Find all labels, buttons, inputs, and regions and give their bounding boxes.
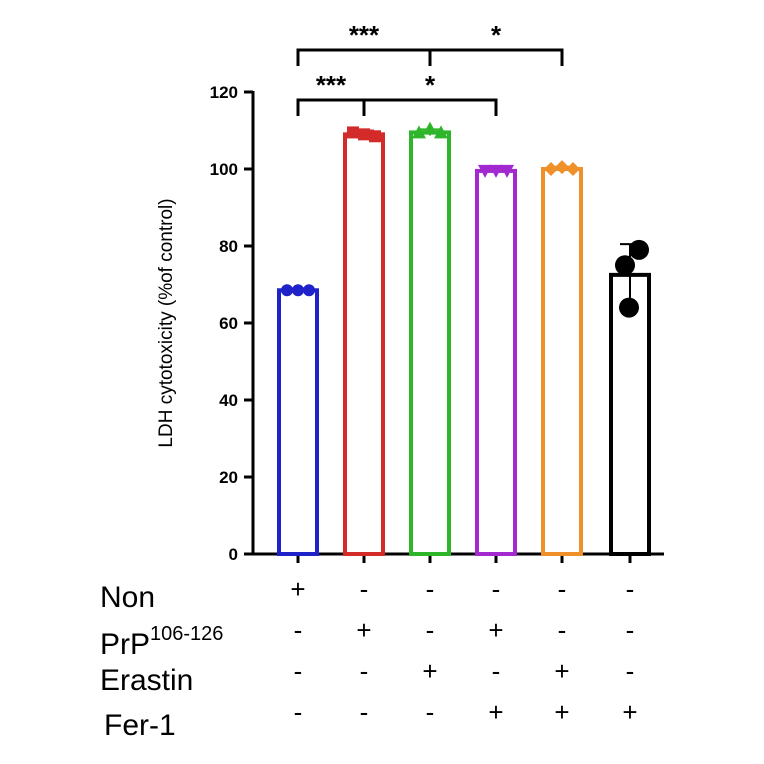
data-point [369,130,381,143]
condition-mark: - [626,656,635,686]
bar [409,130,451,557]
bar-group [609,239,651,556]
condition-mark: - [626,574,635,604]
bar [343,132,385,556]
bar-group [343,126,385,556]
bar-group [475,164,517,557]
bar [541,167,583,556]
data-point [434,125,448,139]
y-tick-label: 20 [219,468,238,487]
y-tick-label: 80 [219,237,238,256]
data-point [500,164,514,178]
significance-label: * [491,20,502,50]
condition-mark: - [426,697,435,727]
condition-mark: - [426,574,435,604]
bar-group [409,121,451,557]
y-tick-label: 60 [219,314,238,333]
data-point [412,125,426,139]
significance-bracket: * [362,70,498,116]
condition-mark: + [422,656,437,686]
y-tick-label: 100 [210,160,238,179]
y-tick-label: 120 [210,83,238,102]
condition-mark: - [558,615,567,645]
condition-mark: - [360,574,369,604]
condition-mark: + [554,656,569,686]
bar [475,168,517,557]
condition-row: PrP106-126 - + - + - - [100,615,634,661]
data-point [619,297,639,318]
condition-mark: - [492,656,501,686]
condition-row: Fer-1 - - - + + + [104,697,638,742]
y-axis-title: LDH cytotoxicity (%of control) [156,198,177,447]
bar-group [277,284,319,556]
data-point [566,162,580,176]
data-point [478,164,492,178]
data-point [489,164,503,178]
condition-mark: + [488,615,503,645]
condition-row: Non + - - - - - [100,574,634,614]
data-point [292,284,304,297]
condition-label: PrP106-126 [100,623,223,661]
bars [277,121,651,557]
data-point [358,128,370,141]
condition-mark: + [488,697,503,727]
y-axis: 0 20 40 60 80 100 120 [210,83,664,564]
condition-mark: - [294,697,303,727]
condition-label: Erastin [100,664,193,697]
condition-label: Fer-1 [104,709,176,742]
condition-mark: - [294,615,303,645]
condition-mark: - [294,656,303,686]
condition-label: Non [100,581,155,614]
condition-mark: + [554,697,569,727]
condition-row: Erastin - - + - + - [100,656,634,697]
condition-table: Non + - - - - -PrP106-126- + - + - -Erastin - - + - + -Fe… [100,574,638,742]
data-point [423,121,437,135]
data-point [281,284,293,297]
condition-mark: - [360,697,369,727]
condition-mark: - [626,615,635,645]
data-point [544,162,558,176]
significance-bracket: *** [296,70,366,116]
data-point [555,160,569,175]
condition-mark: + [622,697,637,727]
significance-bracket: * [428,20,564,66]
data-point [615,255,635,276]
condition-mark: - [558,574,567,604]
y-tick-label: 40 [219,391,238,410]
significance-label: * [425,70,436,100]
bar-group [541,160,583,556]
data-point [347,126,359,139]
significance-label: *** [349,20,380,50]
y-tick-label: 0 [229,545,238,564]
condition-label-superscript: 106-126 [150,623,223,645]
significance-label: *** [316,70,347,100]
condition-mark: - [492,574,501,604]
bar [609,272,651,556]
significance-brackets: *** **** * [296,20,564,116]
condition-mark: - [360,656,369,686]
bar [277,288,319,556]
data-point [629,239,649,260]
condition-mark: + [356,615,371,645]
condition-mark: + [290,574,305,604]
significance-bracket: *** [296,20,432,66]
data-point [303,284,315,297]
condition-mark: - [426,615,435,645]
